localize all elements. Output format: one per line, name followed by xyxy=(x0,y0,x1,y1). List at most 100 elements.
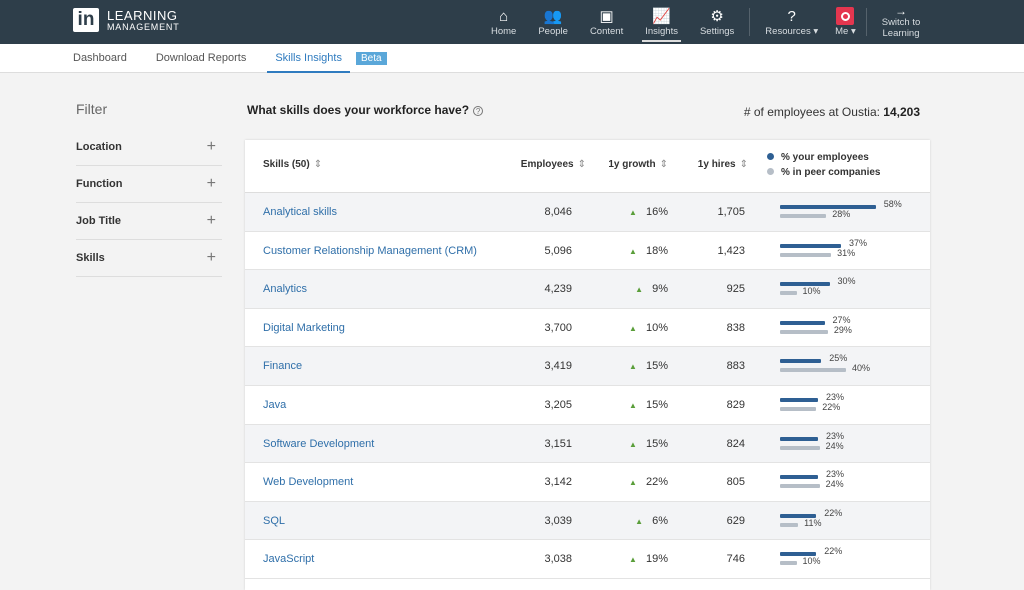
your-employees-pct: 30% xyxy=(837,276,856,287)
nav-home[interactable]: ⌂ Home xyxy=(480,0,527,44)
nav-content[interactable]: ▣ Content xyxy=(579,0,634,44)
help-circle-icon: ? xyxy=(787,7,796,25)
plus-icon[interactable]: + xyxy=(206,249,216,266)
hires-value: 838 xyxy=(726,321,745,334)
nav-settings[interactable]: ⚙ Settings xyxy=(689,0,745,44)
table-row[interactable]: Digital Marketing 3,700 ▲ 10% 838 27% 29% xyxy=(245,309,930,348)
employees-column-header[interactable]: Employees ⇕ xyxy=(520,159,586,170)
hires-value: 629 xyxy=(726,514,745,527)
growth-value: ▲ 22% xyxy=(629,476,668,489)
nav-resources[interactable]: ? Resources ▾ xyxy=(754,0,829,44)
filter-job-title[interactable]: Job Title + xyxy=(76,203,222,240)
peer-companies-pct: 29% xyxy=(833,324,852,335)
sort-icon[interactable]: ⇕ xyxy=(577,159,586,170)
filter-function[interactable]: Function + xyxy=(76,166,222,203)
table-row[interactable]: Java 3,205 ▲ 15% 829 23% 22% xyxy=(245,386,930,425)
filter-label: Location xyxy=(76,141,122,153)
skill-link[interactable]: Analytics xyxy=(263,283,308,296)
table-row[interactable]: Software Development 3,151 ▲ 15% 824 23% … xyxy=(245,424,930,464)
hires-column-header[interactable]: 1y hires ⇕ xyxy=(697,159,748,170)
table-row[interactable]: SQL 3,039 ▲ 6% 629 22% 11% xyxy=(245,501,930,541)
skill-link[interactable]: SQL xyxy=(263,514,286,527)
skill-link[interactable]: Digital Marketing xyxy=(263,321,345,334)
skill-link[interactable]: Java xyxy=(263,398,287,411)
plus-icon[interactable]: + xyxy=(206,175,216,192)
growth-value: ▲ 9% xyxy=(635,283,668,296)
tab-skills-insights[interactable]: Skills Insights xyxy=(267,44,350,73)
peer-companies-pct: 24% xyxy=(825,479,844,490)
your-employees-pct: 58% xyxy=(883,199,902,209)
peer-companies-pct: 28% xyxy=(832,209,851,219)
nav-label: People xyxy=(538,25,568,37)
main-nav: ⌂ Home 👥 People ▣ Content 📈 Insights ⚙ Settings ?… xyxy=(480,0,931,44)
linkedin-logo-icon: in xyxy=(73,8,99,32)
up-arrow-icon: ▲ xyxy=(629,400,637,410)
switch-to-learning[interactable]: → Switch to Learning xyxy=(881,4,921,39)
sort-icon[interactable]: ⇕ xyxy=(313,159,323,170)
skill-link[interactable]: Analytical skills xyxy=(263,206,337,218)
people-icon: 👥 xyxy=(543,7,563,25)
legend-peers: % in peer companies xyxy=(767,167,880,178)
skill-link[interactable]: Finance xyxy=(263,360,303,373)
tab-download-reports[interactable]: Download Reports xyxy=(155,51,247,64)
logo-line1: LEARNING xyxy=(107,7,178,23)
filter-panel: Filter Location + Function + Job Title + Skill… xyxy=(76,101,222,277)
employees-value: 3,038 xyxy=(544,553,572,566)
hires-value: 883 xyxy=(726,360,745,373)
skill-link[interactable]: Web Development xyxy=(263,476,354,489)
filter-label: Function xyxy=(76,178,123,190)
beta-badge: Beta xyxy=(355,51,387,65)
your-employees-bar xyxy=(780,243,842,248)
employees-value: 4,239 xyxy=(544,283,572,296)
filter-location[interactable]: Location + xyxy=(76,129,222,166)
employees-value: 3,039 xyxy=(544,514,572,527)
table-row[interactable]: Analytics 4,239 ▲ 9% 925 30% 10% xyxy=(245,270,930,309)
tab-dashboard[interactable]: Dashboard xyxy=(73,51,127,64)
nav-label: Content xyxy=(589,25,624,37)
nav-me[interactable]: Me ▾ xyxy=(829,0,862,44)
skill-link[interactable]: Customer Relationship Management (CRM) xyxy=(263,244,477,257)
your-employees-bar xyxy=(780,282,830,287)
growth-value: ▲ 6% xyxy=(635,514,668,527)
your-employees-bar xyxy=(780,359,822,364)
filter-skills[interactable]: Skills + xyxy=(76,240,222,277)
peer-companies-bar xyxy=(780,406,817,411)
table-row[interactable]: Customer Relationship Management (CRM) 5… xyxy=(245,232,930,271)
peer-companies-pct: 11% xyxy=(804,517,822,528)
up-arrow-icon: ▲ xyxy=(629,362,637,372)
sort-icon[interactable]: ⇕ xyxy=(739,159,748,170)
nav-people[interactable]: 👥 People xyxy=(527,0,579,44)
plus-icon[interactable]: + xyxy=(206,138,216,155)
peer-companies-bar xyxy=(780,484,820,489)
sort-icon[interactable]: ⇕ xyxy=(659,159,668,170)
table-row[interactable]: JavaScript 3,038 ▲ 19% 746 22% 10% xyxy=(245,540,930,579)
up-arrow-icon: ▲ xyxy=(629,246,637,256)
arrow-right-icon: → xyxy=(895,4,907,18)
peer-companies-pct: 31% xyxy=(837,247,856,258)
table-row[interactable]: Analytical skills 8,046 ▲ 16% 1,705 58% 2… xyxy=(245,193,930,232)
your-employees-pct: 25% xyxy=(829,353,848,364)
table-row[interactable]: Finance 3,419 ▲ 15% 883 25% 40% xyxy=(245,347,930,386)
help-icon[interactable]: ? xyxy=(473,106,484,116)
growth-value: ▲ 15% xyxy=(629,360,668,373)
up-arrow-icon: ▲ xyxy=(635,285,644,295)
up-arrow-icon: ▲ xyxy=(629,323,637,333)
growth-column-header[interactable]: 1y growth ⇕ xyxy=(608,159,668,170)
nav-label: Settings xyxy=(699,25,735,37)
growth-value: ▲ 10% xyxy=(629,321,668,334)
growth-value: ▲ 16% xyxy=(629,206,668,218)
skill-link[interactable]: Software Development xyxy=(263,437,375,450)
your-employees-bar xyxy=(780,320,825,325)
logo[interactable]: in LEARNING MANAGEMENT xyxy=(73,8,180,32)
nav-insights[interactable]: 📈 Insights xyxy=(634,0,689,44)
logo-line2: MANAGEMENT xyxy=(107,21,180,32)
skills-column-header[interactable]: Skills (50) ⇕ xyxy=(263,159,323,170)
table-row[interactable]: Web Development 3,142 ▲ 22% 805 23% 24% xyxy=(245,463,930,502)
skill-link[interactable]: JavaScript xyxy=(263,553,315,566)
peer-companies-bar xyxy=(780,561,797,566)
plus-icon[interactable]: + xyxy=(206,212,216,229)
employee-count: # of employees at Oustia: 14,203 xyxy=(744,105,920,119)
content-icon: ▣ xyxy=(599,7,614,25)
skills-table: Skills (50) ⇕ Employees ⇕ 1y growth ⇕ 1y hi… xyxy=(245,140,930,590)
up-arrow-icon: ▲ xyxy=(629,208,637,217)
